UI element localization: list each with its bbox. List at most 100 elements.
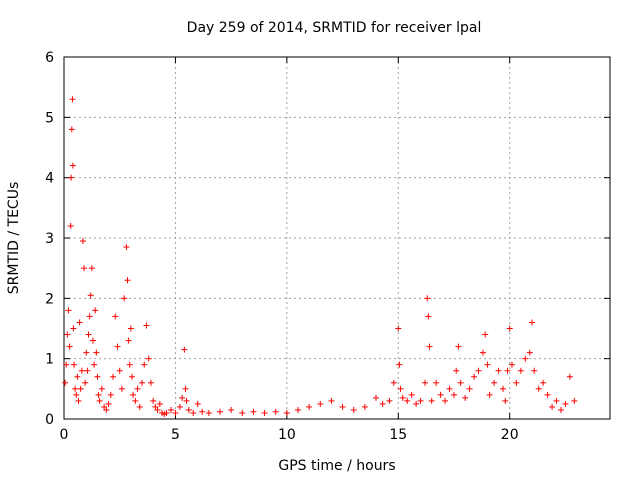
data-point	[506, 325, 513, 332]
data-point	[73, 391, 80, 398]
data-point	[228, 406, 235, 413]
chart-title: Day 259 of 2014, SRMTID for receiver lpa…	[187, 20, 482, 36]
data-point	[89, 337, 96, 344]
data-point	[495, 367, 502, 374]
x-axis-label: GPS time / hours	[278, 458, 395, 474]
data-point	[424, 295, 431, 302]
data-point	[123, 244, 130, 251]
y-tick-label: 3	[45, 231, 54, 247]
data-point	[396, 361, 403, 368]
data-point	[428, 397, 435, 404]
axis-ticks: 0 1 2 3 4 5 6 0 5 10 15 20	[45, 50, 610, 443]
data-point	[566, 373, 573, 380]
data-point	[156, 400, 163, 407]
x-tick-label: 15	[389, 427, 407, 443]
data-point	[124, 277, 131, 284]
data-point	[87, 292, 94, 299]
data-point	[513, 379, 520, 386]
data-point	[88, 265, 95, 272]
data-point	[482, 331, 489, 338]
data-point	[549, 403, 556, 410]
data-point	[132, 397, 139, 404]
data-point	[317, 400, 324, 407]
data-point	[453, 367, 460, 374]
data-point	[451, 391, 457, 398]
data-point	[399, 394, 406, 401]
data-point	[68, 174, 75, 181]
data-point	[442, 397, 449, 404]
data-point	[172, 409, 179, 416]
data-point	[295, 406, 301, 413]
y-tick-label: 2	[45, 291, 54, 307]
data-point	[126, 361, 133, 368]
data-point	[339, 403, 346, 410]
data-point	[98, 385, 105, 392]
data-point	[145, 355, 152, 362]
data-point	[395, 325, 402, 332]
data-point	[373, 394, 379, 401]
y-tick-label: 5	[45, 110, 54, 126]
data-point	[433, 379, 440, 386]
data-point	[408, 391, 415, 398]
data-point	[422, 379, 429, 386]
data-point	[417, 397, 424, 404]
data-point	[128, 373, 135, 380]
data-point	[544, 391, 551, 398]
data-point	[205, 409, 212, 416]
data-point	[92, 307, 99, 314]
data-point	[283, 409, 290, 416]
data-point	[69, 96, 76, 103]
data-point	[86, 313, 93, 320]
data-point	[103, 406, 110, 413]
data-point	[379, 400, 386, 407]
data-point	[386, 397, 393, 404]
data-point	[74, 373, 81, 380]
data-point	[101, 403, 108, 410]
data-point	[68, 126, 75, 133]
data-point	[517, 367, 524, 374]
data-point	[446, 385, 453, 392]
data-point	[504, 367, 511, 374]
data-point	[167, 406, 174, 413]
data-point	[63, 361, 70, 368]
y-tick-label: 0	[45, 412, 54, 428]
data-point	[71, 361, 78, 368]
data-point	[150, 397, 157, 404]
data-point	[96, 397, 103, 404]
data-point	[76, 319, 83, 326]
y-axis-label: SRMTID / TECUs	[6, 182, 22, 295]
data-point	[62, 379, 69, 386]
data-point	[557, 406, 564, 413]
data-point	[134, 385, 141, 392]
data-point	[152, 403, 159, 410]
data-point	[250, 408, 257, 415]
data-point	[127, 325, 134, 332]
data-point	[437, 391, 444, 398]
data-point	[183, 397, 190, 404]
data-point	[462, 394, 469, 401]
data-point	[70, 325, 77, 332]
data-point	[82, 379, 89, 386]
y-tick-label: 4	[45, 171, 54, 187]
data-point	[529, 319, 535, 326]
data-point	[500, 385, 507, 392]
data-point	[350, 406, 357, 413]
data-point	[479, 349, 486, 356]
data-point	[139, 379, 145, 386]
data-point	[553, 397, 560, 404]
data-point	[94, 373, 101, 380]
data-point	[114, 343, 121, 350]
data-point	[272, 408, 279, 415]
data-point	[457, 379, 464, 386]
data-point	[475, 367, 482, 374]
data-point	[79, 238, 86, 245]
data-point	[77, 385, 84, 392]
data-point	[306, 403, 313, 410]
data-point	[185, 406, 192, 413]
data-point	[83, 349, 90, 356]
data-point	[116, 367, 123, 374]
data-point	[361, 403, 368, 410]
data-point	[84, 367, 91, 374]
data-point	[78, 367, 85, 374]
data-point	[118, 385, 125, 392]
